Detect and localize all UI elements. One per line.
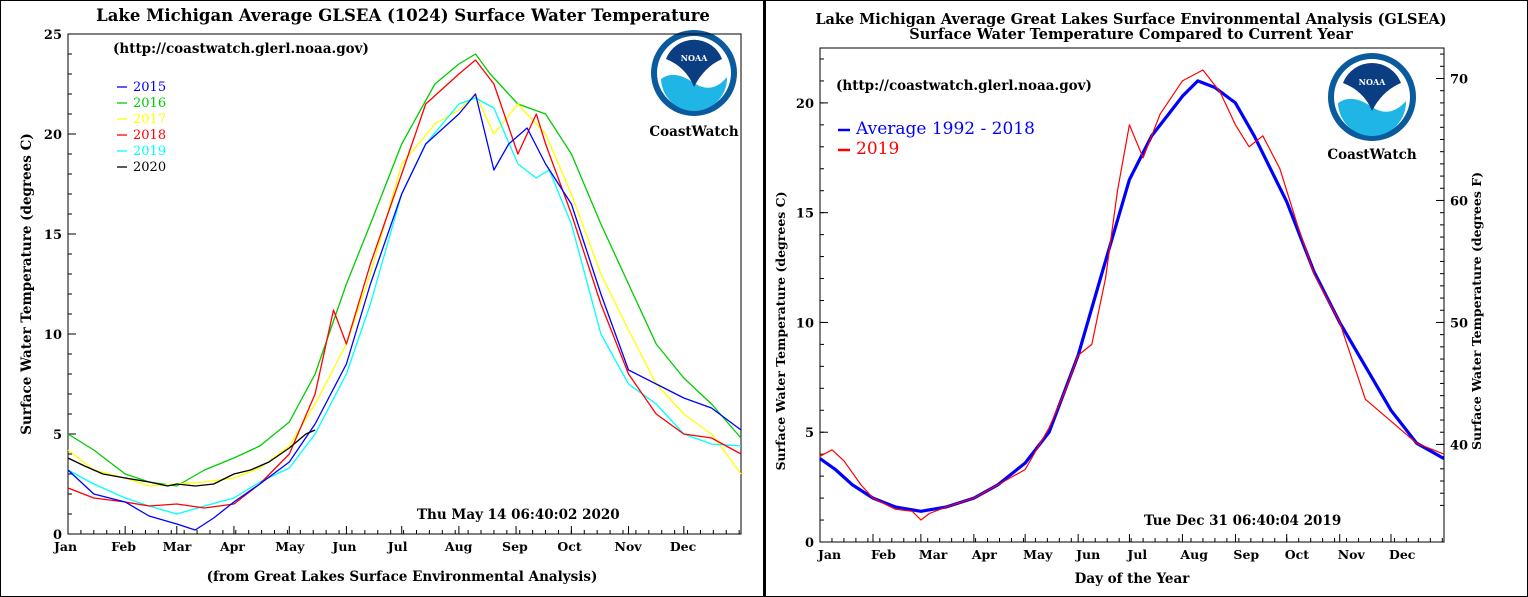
chart-url: (http://coastwatch.glerl.noaa.gov) <box>836 78 1092 94</box>
x-tick-label: Dec <box>1389 547 1416 562</box>
x-tick-label: Sep <box>1233 547 1259 562</box>
chart-title: Lake Michigan Average Great Lakes Surfac… <box>815 11 1446 28</box>
x-tick-label: Oct <box>557 539 581 554</box>
x-tick-label: Aug <box>444 539 473 554</box>
y-tick-label: 25 <box>44 28 62 43</box>
noaa-logo: NOAA <box>1328 53 1416 141</box>
coastwatch-label: CoastWatch <box>649 124 739 140</box>
coastwatch-label: CoastWatch <box>1327 147 1417 163</box>
temperature-chart-svg: Lake Michigan Average GLSEA (1024) Surfa… <box>19 6 742 585</box>
y-right-tick-label: 60 <box>1450 194 1468 209</box>
chart-panel-right: Lake Michigan Average Great Lakes Surfac… <box>764 0 1528 597</box>
chart-subtitle: Surface Water Temperature Compared to Cu… <box>909 26 1353 43</box>
chart-panel-left: Lake Michigan Average GLSEA (1024) Surfa… <box>0 0 764 597</box>
x-tick-label: Mar <box>163 539 192 554</box>
y-right-tick-label: 70 <box>1450 72 1468 87</box>
series-line-2016 <box>67 53 742 487</box>
x-tick-label: Jan <box>817 547 841 562</box>
x-tick-label: Feb <box>871 547 896 562</box>
x-tick-label: Dec <box>670 539 697 554</box>
legend-label: 2019 <box>856 139 899 159</box>
legend-label: Average 1992 - 2018 <box>855 119 1035 139</box>
plot-frame <box>819 47 1445 543</box>
x-tick-label: May <box>1023 547 1053 562</box>
series-line-average-1992-2018 <box>819 79 1445 513</box>
noaa-logo-inner-text: NOAA <box>1359 77 1386 87</box>
legend-label: 2015 <box>133 80 166 95</box>
chart-subtitle: (http://coastwatch.glerl.noaa.gov) <box>113 41 369 57</box>
noaa-logo-bird-icon <box>666 39 722 87</box>
x-axis-label: (from Great Lakes Surface Environmental … <box>207 569 598 585</box>
x-tick-label: Feb <box>111 539 136 554</box>
legend-label: 2020 <box>133 160 166 175</box>
chart-title: Lake Michigan Average GLSEA (1024) Surfa… <box>96 6 710 25</box>
series-line-2018 <box>67 59 742 509</box>
y-tick-label: 0 <box>53 528 62 543</box>
series-line-2020 <box>67 429 316 487</box>
x-tick-label: Sep <box>502 539 528 554</box>
legend-label: 2016 <box>133 96 166 111</box>
noaa-logo-inner-text: NOAA <box>681 53 708 63</box>
timestamp: Thu May 14 06:40:02 2020 <box>417 507 620 523</box>
comparison-chart-svg: Lake Michigan Average Great Lakes Surfac… <box>773 11 1484 587</box>
x-tick-label: Nov <box>615 539 643 554</box>
y-tick-label: 20 <box>796 97 814 112</box>
x-tick-label: Apr <box>971 547 997 562</box>
x-tick-label: Jun <box>1075 547 1100 562</box>
series-line-2017 <box>67 93 742 487</box>
x-axis-label: Day of the Year <box>1075 571 1191 587</box>
y-tick-label: 5 <box>53 428 62 443</box>
y-axis-label-right: Surface Water Temperature (degrees F) <box>1469 172 1484 450</box>
x-tick-label: Nov <box>1338 547 1366 562</box>
y-tick-label: 0 <box>805 536 814 551</box>
noaa-logo: NOAA <box>651 30 737 116</box>
y-right-tick-label: 40 <box>1450 438 1468 453</box>
noaa-logo-bird-icon <box>1343 62 1401 111</box>
series-line-2019 <box>819 69 1445 521</box>
y-axis-label: Surface Water Temperature (degrees C) <box>19 133 35 434</box>
x-tick-label: Jul <box>387 539 408 554</box>
x-tick-label: Jan <box>53 539 77 554</box>
x-tick-label: Apr <box>219 539 245 554</box>
timestamp: Tue Dec 31 06:40:04 2019 <box>1144 513 1341 529</box>
x-tick-label: Jul <box>1126 547 1147 562</box>
y-tick-label: 20 <box>44 128 62 143</box>
noaa-logo-water-icon <box>661 74 728 112</box>
y-right-tick-label: 50 <box>1450 316 1468 331</box>
noaa-logo-water-icon <box>1338 98 1407 136</box>
legend-label: 2017 <box>133 112 166 127</box>
x-tick-label: May <box>275 539 305 554</box>
series-line-2015 <box>67 93 742 531</box>
y-tick-label: 5 <box>805 426 814 441</box>
y-tick-label: 10 <box>44 328 62 343</box>
y-tick-label: 15 <box>44 228 62 243</box>
y-tick-label: 10 <box>796 316 814 331</box>
legend-label: 2018 <box>133 128 166 143</box>
plot-frame <box>67 33 742 535</box>
y-tick-label: 15 <box>796 207 814 222</box>
x-tick-label: Aug <box>1179 547 1208 562</box>
legend-label: 2019 <box>133 144 166 159</box>
x-tick-label: Oct <box>1285 547 1309 562</box>
x-tick-label: Mar <box>919 547 948 562</box>
y-axis-label: Surface Water Temperature (degrees C) <box>773 191 788 470</box>
x-tick-label: Jun <box>331 539 356 554</box>
